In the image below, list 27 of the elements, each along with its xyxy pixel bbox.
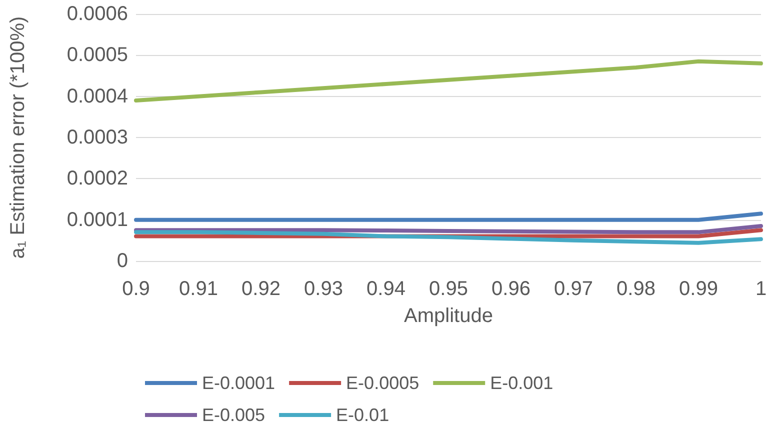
legend-label: E-0.01 <box>336 405 390 425</box>
x-tick-label: 0.92 <box>242 278 280 300</box>
line-series <box>134 59 763 102</box>
y-tick-label: 0.0006 <box>66 3 128 25</box>
x-tick-label: 0.99 <box>679 278 718 300</box>
line-series <box>134 230 763 245</box>
y-tick-label: 0.0001 <box>66 208 128 231</box>
x-tick-label: 0.98 <box>616 278 656 300</box>
y-tick-label: 0.0005 <box>66 44 128 66</box>
legend-label: E-0.001 <box>490 373 554 393</box>
x-tick-label: 0.93 <box>304 278 343 300</box>
x-axis-title: Amplitude <box>404 305 493 327</box>
x-tick-label: 0.97 <box>554 278 593 300</box>
x-tick-label: 0.96 <box>492 278 530 300</box>
legend-label: E-0.005 <box>202 405 266 425</box>
y-tick-label: 0.0002 <box>66 168 128 190</box>
x-tick-label: 0.9 <box>122 278 150 300</box>
x-tick-label: 0.95 <box>429 278 468 300</box>
x-tick-label: 0.94 <box>366 278 406 300</box>
x-tick-label: 1 <box>755 278 767 300</box>
legend-label: E-0.0005 <box>346 373 420 393</box>
y-tick-label: 0 <box>116 250 128 272</box>
x-tick-label: 0.91 <box>179 278 218 300</box>
legend-label: E-0.0001 <box>202 373 276 393</box>
y-tick-label: 0.0003 <box>66 126 128 148</box>
y-axis-title: a₁ Estimation error (*100%) <box>7 16 29 259</box>
y-tick-label: 0.0004 <box>66 85 128 108</box>
